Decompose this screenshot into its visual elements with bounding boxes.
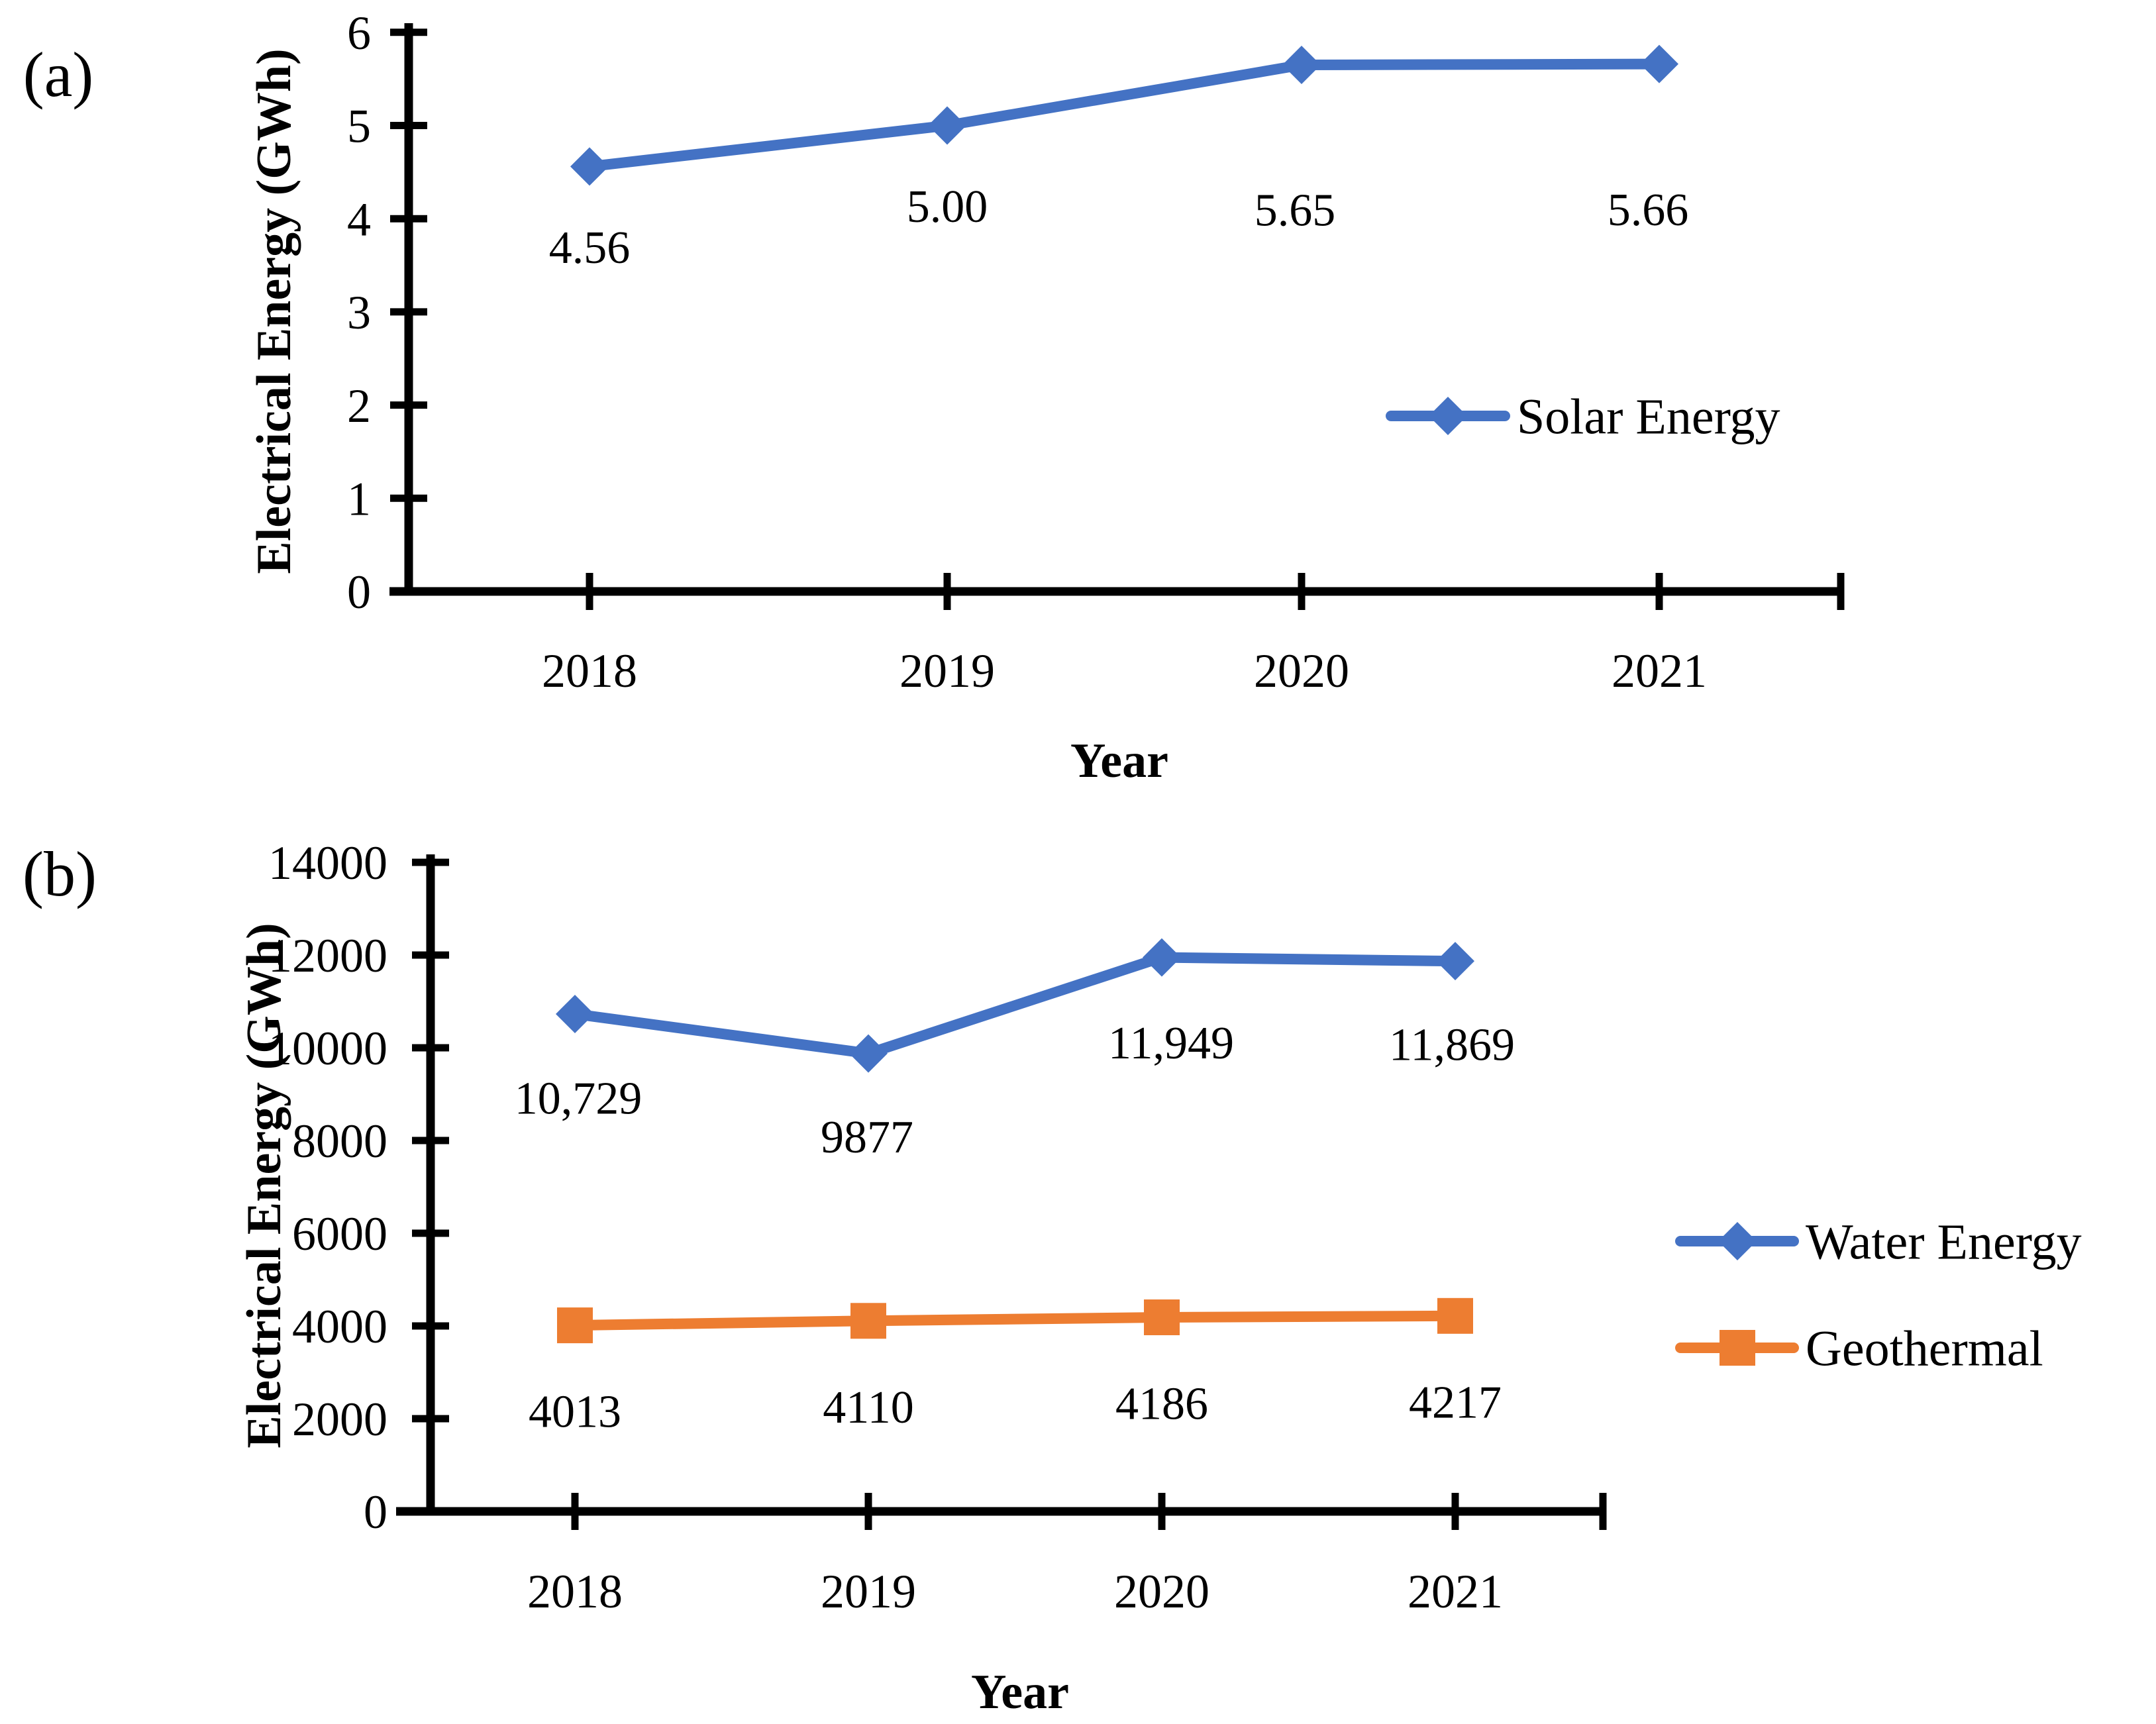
diamond-marker-water-energy <box>556 994 594 1033</box>
panel-a-plot-area: 0 1 2 3 4 5 6 2018 2019 2020 2021 4.56 5.00 5.65 5.66 S… <box>347 7 1845 697</box>
series-line-solar-energy <box>584 58 1665 172</box>
point-label: 4110 <box>823 1382 913 1433</box>
point-label: 4217 <box>1409 1377 1502 1428</box>
point-label: 4013 <box>529 1387 621 1438</box>
diamond-marker-solar-energy <box>928 106 966 145</box>
panel-b: (b) Electrical Energy (GWh) Year 0 2000 40… <box>23 837 2082 1719</box>
y-tick-label: 0 <box>347 566 371 619</box>
panel-a-x-axis-title: Year <box>1070 734 1168 788</box>
panel-a: (a) Electrical Energy (GWh) Year 0 1 2 3 4 5 6… <box>23 7 1845 788</box>
y-tick-label: 12000 <box>268 929 387 982</box>
square-marker-geothermal <box>1437 1297 1473 1334</box>
y-tick-label: 14000 <box>268 837 387 889</box>
legend-square-marker <box>1720 1330 1755 1366</box>
square-marker-geothermal <box>1144 1299 1180 1335</box>
y-tick-label: 2 <box>347 380 371 432</box>
diamond-marker-water-energy <box>1143 938 1181 977</box>
point-label: 5.00 <box>907 181 988 232</box>
point-label: 5.66 <box>1608 185 1689 236</box>
legend-label: Solar Energy <box>1517 389 1780 445</box>
x-tick-label: 2021 <box>1408 1565 1503 1618</box>
panel-a-label: (a) <box>23 39 94 110</box>
y-tick-label: 4000 <box>292 1300 387 1353</box>
x-tick-label: 2020 <box>1114 1565 1209 1618</box>
x-tick-label: 2021 <box>1612 644 1707 697</box>
series-line-geothermal <box>570 1310 1461 1331</box>
panel-b-plot-area: 0 2000 4000 6000 8000 10000 12000 14000 2018 2019… <box>268 837 2082 1618</box>
x-tick-label: 2018 <box>527 1565 623 1618</box>
y-tick-label: 5 <box>347 100 371 153</box>
y-tick-label: 4 <box>347 193 371 246</box>
diamond-marker-solar-energy <box>570 147 609 186</box>
y-tick-label: 10000 <box>268 1022 387 1075</box>
point-label: 9877 <box>821 1112 913 1163</box>
y-tick-label: 6000 <box>292 1207 387 1260</box>
y-tick-label: 6 <box>347 7 371 60</box>
point-label: 5.65 <box>1255 185 1336 236</box>
legend-label: Geothermal <box>1806 1321 2043 1377</box>
panel-b-label: (b) <box>23 838 97 909</box>
point-label: 4186 <box>1115 1378 1208 1429</box>
square-marker-geothermal <box>850 1303 886 1339</box>
legend-diamond-marker <box>1429 397 1467 435</box>
y-tick-label: 0 <box>364 1486 387 1539</box>
diamond-marker-water-energy <box>1436 942 1474 981</box>
y-tick-label: 8000 <box>292 1115 387 1168</box>
point-label: 11,869 <box>1389 1020 1515 1071</box>
square-marker-geothermal <box>557 1307 593 1344</box>
y-tick-label: 2000 <box>292 1393 387 1446</box>
point-label: 4.56 <box>549 223 631 274</box>
diamond-marker-solar-energy <box>1282 46 1321 85</box>
diamond-marker-water-energy <box>849 1034 888 1073</box>
y-tick-label: 3 <box>347 286 371 339</box>
x-tick-label: 2019 <box>821 1565 916 1618</box>
diamond-marker-solar-energy <box>1640 44 1678 83</box>
legend-diamond-marker <box>1718 1222 1757 1260</box>
panel-a-y-axis-title: Electrical Energy (GWh) <box>247 48 301 574</box>
x-tick-label: 2019 <box>899 644 995 697</box>
series-line-water-energy <box>570 952 1461 1059</box>
legend-label: Water Energy <box>1806 1215 2082 1270</box>
x-tick-label: 2020 <box>1254 644 1349 697</box>
point-label: 11,949 <box>1108 1018 1234 1069</box>
x-tick-label: 2018 <box>542 644 637 697</box>
panel-b-x-axis-title: Year <box>971 1665 1069 1719</box>
y-tick-label: 1 <box>347 473 371 526</box>
panel-b-y-axis-title: Electrical Energy (GWh) <box>237 923 291 1448</box>
point-label: 10,729 <box>515 1073 642 1124</box>
